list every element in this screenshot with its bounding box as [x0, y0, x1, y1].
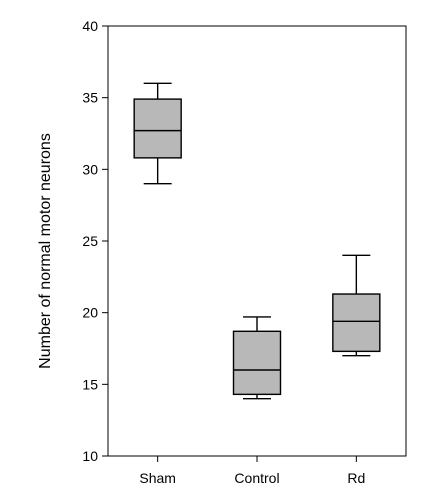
plot-frame [107, 25, 407, 457]
x-tick-label-control: Control [234, 470, 279, 486]
x-axis: Sham Control Rd [139, 456, 365, 486]
box-series [133, 82, 381, 400]
box-body-control [232, 330, 282, 396]
box-body-rd [332, 293, 381, 353]
y-tick-label-25: 25 [82, 233, 98, 249]
box-control [232, 316, 282, 400]
y-tick-label-10: 10 [82, 448, 98, 464]
x-tick-label-rd: Rd [347, 470, 365, 486]
box-body-sham [133, 98, 182, 159]
y-axis-title: Number of normal motor neurons [37, 133, 54, 369]
box-sham [133, 82, 182, 185]
y-tick-label-20: 20 [82, 305, 98, 321]
box-rd [332, 254, 381, 357]
y-tick-label-35: 35 [82, 90, 98, 106]
y-tick-label-40: 40 [82, 18, 98, 34]
y-tick-label-15: 15 [82, 376, 98, 392]
y-tick-label-30: 30 [82, 161, 98, 177]
y-axis: 10 15 20 25 30 35 40 [82, 18, 108, 464]
x-tick-label-sham: Sham [139, 470, 176, 486]
